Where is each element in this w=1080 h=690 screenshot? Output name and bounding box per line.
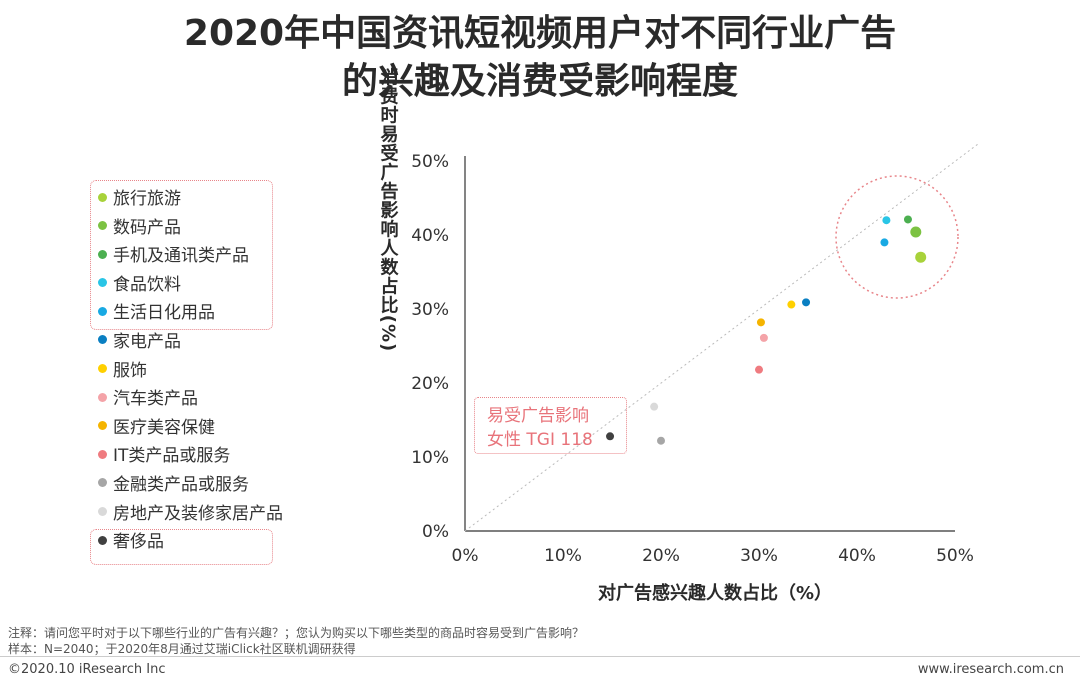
legend-marker-icon [98,507,107,517]
title-line-1: 2020年中国资讯短视频用户对不同行业广告 [183,13,897,54]
legend-item: IT类产品或服务 [88,442,308,471]
legend-marker-icon [98,478,107,488]
y-tick-label: 30% [411,300,449,320]
data-point [755,365,763,374]
legend-label: 食品饮料 [113,274,181,295]
highlight-circle [835,175,959,299]
data-point [802,298,811,307]
data-point [606,432,615,441]
note-sample: 样本：N=2040；于2020年8月通过艾瑞iClick社区联机调研获得 [8,642,356,656]
y-axis-label: 消费时易受广告影响人数占比(%) [378,67,399,353]
legend-item: 生活日化用品 [88,299,308,328]
legend-item: 手机及通讯类产品 [88,242,308,271]
legend-item: 医疗美容保健 [88,414,308,443]
x-tick-label: 10% [544,546,582,566]
legend: 旅行旅游数码产品手机及通讯类产品 食品饮料生活日化用品 家电产品服饰汽车类产品医疗美… [88,180,308,565]
legend-item: 数码产品 [88,214,308,243]
y-tick-label: 40% [411,226,449,246]
diagonal-reference-line [464,143,979,532]
legend-item: 服饰 [88,357,308,386]
y-tick-label: 20% [411,374,449,394]
legend-marker-icon [98,278,107,288]
legend-marker-icon [98,364,107,374]
legend-label: 服饰 [113,360,147,381]
page-title: 2020年中国资讯短视频用户对不同行业广告 的兴趣及消费受影响程度 [0,10,1080,106]
annotation-line-1: 易受广告影响 [487,406,589,426]
x-tick-label: 40% [838,546,876,566]
data-point [756,318,765,327]
legend-marker-icon [98,449,107,459]
data-point [787,300,796,309]
y-tick-label: 10% [411,448,449,468]
data-point [903,215,912,224]
legend-item: 家电产品 [88,328,308,357]
annotation-box: 易受广告影响 女性 TGI 118 [474,397,627,454]
legend-label: 手机及通讯类产品 [113,246,249,267]
legend-marker-icon [98,249,107,259]
footer-website: www.iresearch.com.cn [917,662,1064,677]
title-line-2: 的兴趣及消费受影响程度 [341,61,738,102]
legend-label: IT类产品或服务 [113,446,231,467]
legend-marker-icon [98,221,107,231]
y-tick-label: 0% [422,522,449,542]
data-point [915,251,927,263]
note-question: 注释：请问您平时对于以下哪些行业的广告有兴趣？；您认为购买以下哪些类型的商品时容… [8,626,585,640]
legend-item: 食品饮料 [88,271,308,300]
legend-label: 房地产及装修家居产品 [113,503,283,524]
data-point [759,333,768,342]
legend-label: 汽车类产品 [113,389,198,410]
legend-item: 旅行旅游 [88,185,308,214]
x-tick-label: 0% [452,546,479,566]
data-point [882,216,891,225]
x-tick-label: 30% [740,546,778,566]
x-tick-label: 20% [642,546,680,566]
legend-item: 奢侈品 [88,528,308,557]
legend-item: 金融类产品或服务 [88,471,308,500]
legend-group-box-luxury [90,529,273,565]
legend-marker-icon [98,306,107,316]
annotation-line-2: 女性 TGI 118 [487,430,593,450]
data-point [650,402,659,411]
x-tick-label: 50% [936,546,974,566]
data-point [910,226,922,238]
legend-item: 汽车类产品 [88,385,308,414]
legend-label: 医疗美容保健 [113,417,215,438]
y-tick-label: 50% [411,152,449,172]
footer-copyright: ©2020.10 iResearch Inc [8,662,166,677]
legend-marker-icon [98,392,107,402]
data-point [880,238,889,247]
footer-divider [0,656,1080,657]
legend-label: 奢侈品 [113,532,164,553]
legend-marker-icon [98,335,107,345]
legend-group-box-top [90,180,273,330]
legend-item: 房地产及装修家居产品 [88,500,308,529]
legend-label: 生活日化用品 [113,303,215,324]
legend-marker-icon [98,421,107,431]
data-point [657,436,665,445]
legend-marker-icon [98,535,107,545]
x-axis-label: 对广告感兴趣人数占比（%） [598,582,832,604]
legend-marker-icon [98,192,107,202]
legend-label: 金融类产品或服务 [113,474,249,495]
legend-label: 家电产品 [113,331,181,352]
legend-label: 旅行旅游 [113,189,181,209]
legend-label: 数码产品 [113,217,181,238]
